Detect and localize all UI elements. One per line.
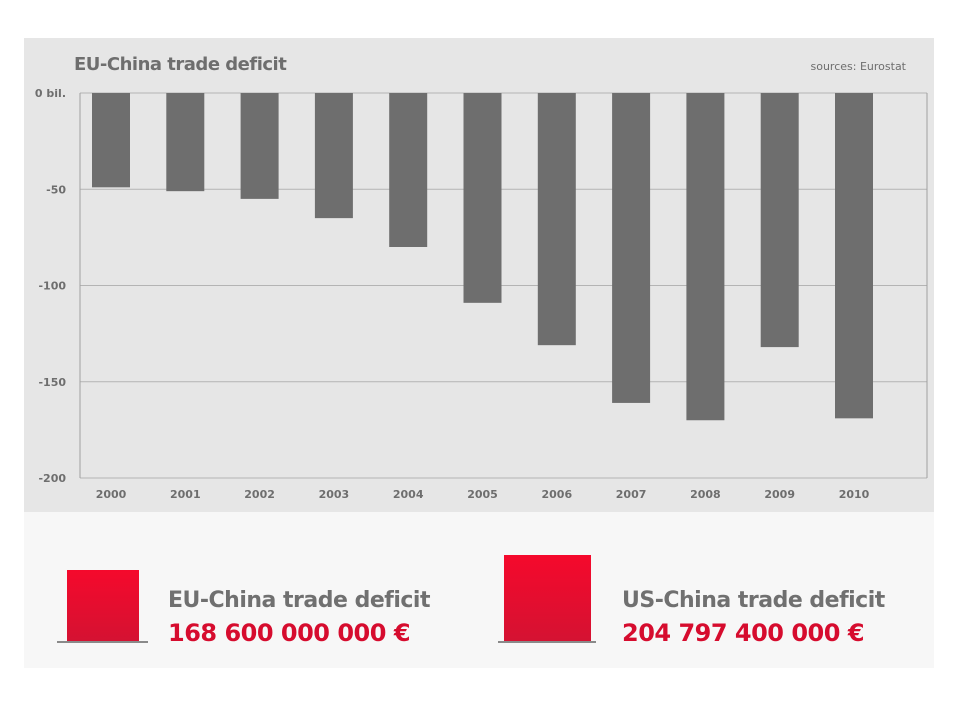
- us-summary-title: US-China trade deficit: [622, 588, 885, 613]
- x-tick-label: 2003: [319, 488, 350, 501]
- bar-2004: [389, 93, 428, 247]
- bar-2001: [166, 93, 205, 192]
- x-tick-label: 2004: [393, 488, 424, 501]
- x-tick-label: 2007: [616, 488, 647, 501]
- summary-panel: EU-China trade deficit 168 600 000 000 €…: [24, 512, 934, 668]
- x-tick-label: 2005: [467, 488, 498, 501]
- x-tick-label: 2010: [839, 488, 870, 501]
- eu-deficit-square: [67, 570, 139, 642]
- bar-2002: [240, 93, 279, 199]
- x-tick-label: 2006: [541, 488, 572, 501]
- eu-square-baseline: [57, 641, 148, 643]
- bar-2010: [835, 93, 873, 419]
- y-tick-label: -50: [46, 183, 66, 196]
- us-deficit-square: [504, 555, 591, 642]
- chart-title: EU-China trade deficit: [74, 54, 287, 75]
- eu-summary-value: 168 600 000 000 €: [168, 619, 411, 647]
- y-tick-label: -200: [38, 472, 66, 485]
- us-summary-value: 204 797 400 000 €: [622, 619, 865, 647]
- bar-2007: [612, 93, 651, 403]
- bar-chart: 0 bil. -50 -100 -150 -200 2000 2001 2002 2003 200…: [35, 87, 928, 501]
- y-tick-label: -100: [38, 280, 66, 293]
- bar-2009: [760, 93, 799, 348]
- x-tick-label: 2002: [244, 488, 275, 501]
- x-tick-label: 2001: [170, 488, 201, 501]
- x-tick-label: 2009: [764, 488, 795, 501]
- x-tick-label: 2008: [690, 488, 721, 501]
- x-tick-label: 2000: [96, 488, 127, 501]
- bar-2005: [463, 93, 502, 303]
- eu-summary-title: EU-China trade deficit: [168, 588, 430, 613]
- y-tick-label: -150: [38, 376, 66, 389]
- bar-2000: [92, 93, 130, 188]
- chart-source: sources: Eurostat: [810, 60, 907, 73]
- bar-2008: [686, 93, 725, 421]
- bar-2003: [314, 93, 353, 219]
- bar-2006: [537, 93, 576, 346]
- chart-panel: EU-China trade deficit sources: Eurostat…: [24, 38, 934, 512]
- y-tick-label: 0 bil.: [35, 87, 66, 100]
- us-square-baseline: [498, 641, 596, 643]
